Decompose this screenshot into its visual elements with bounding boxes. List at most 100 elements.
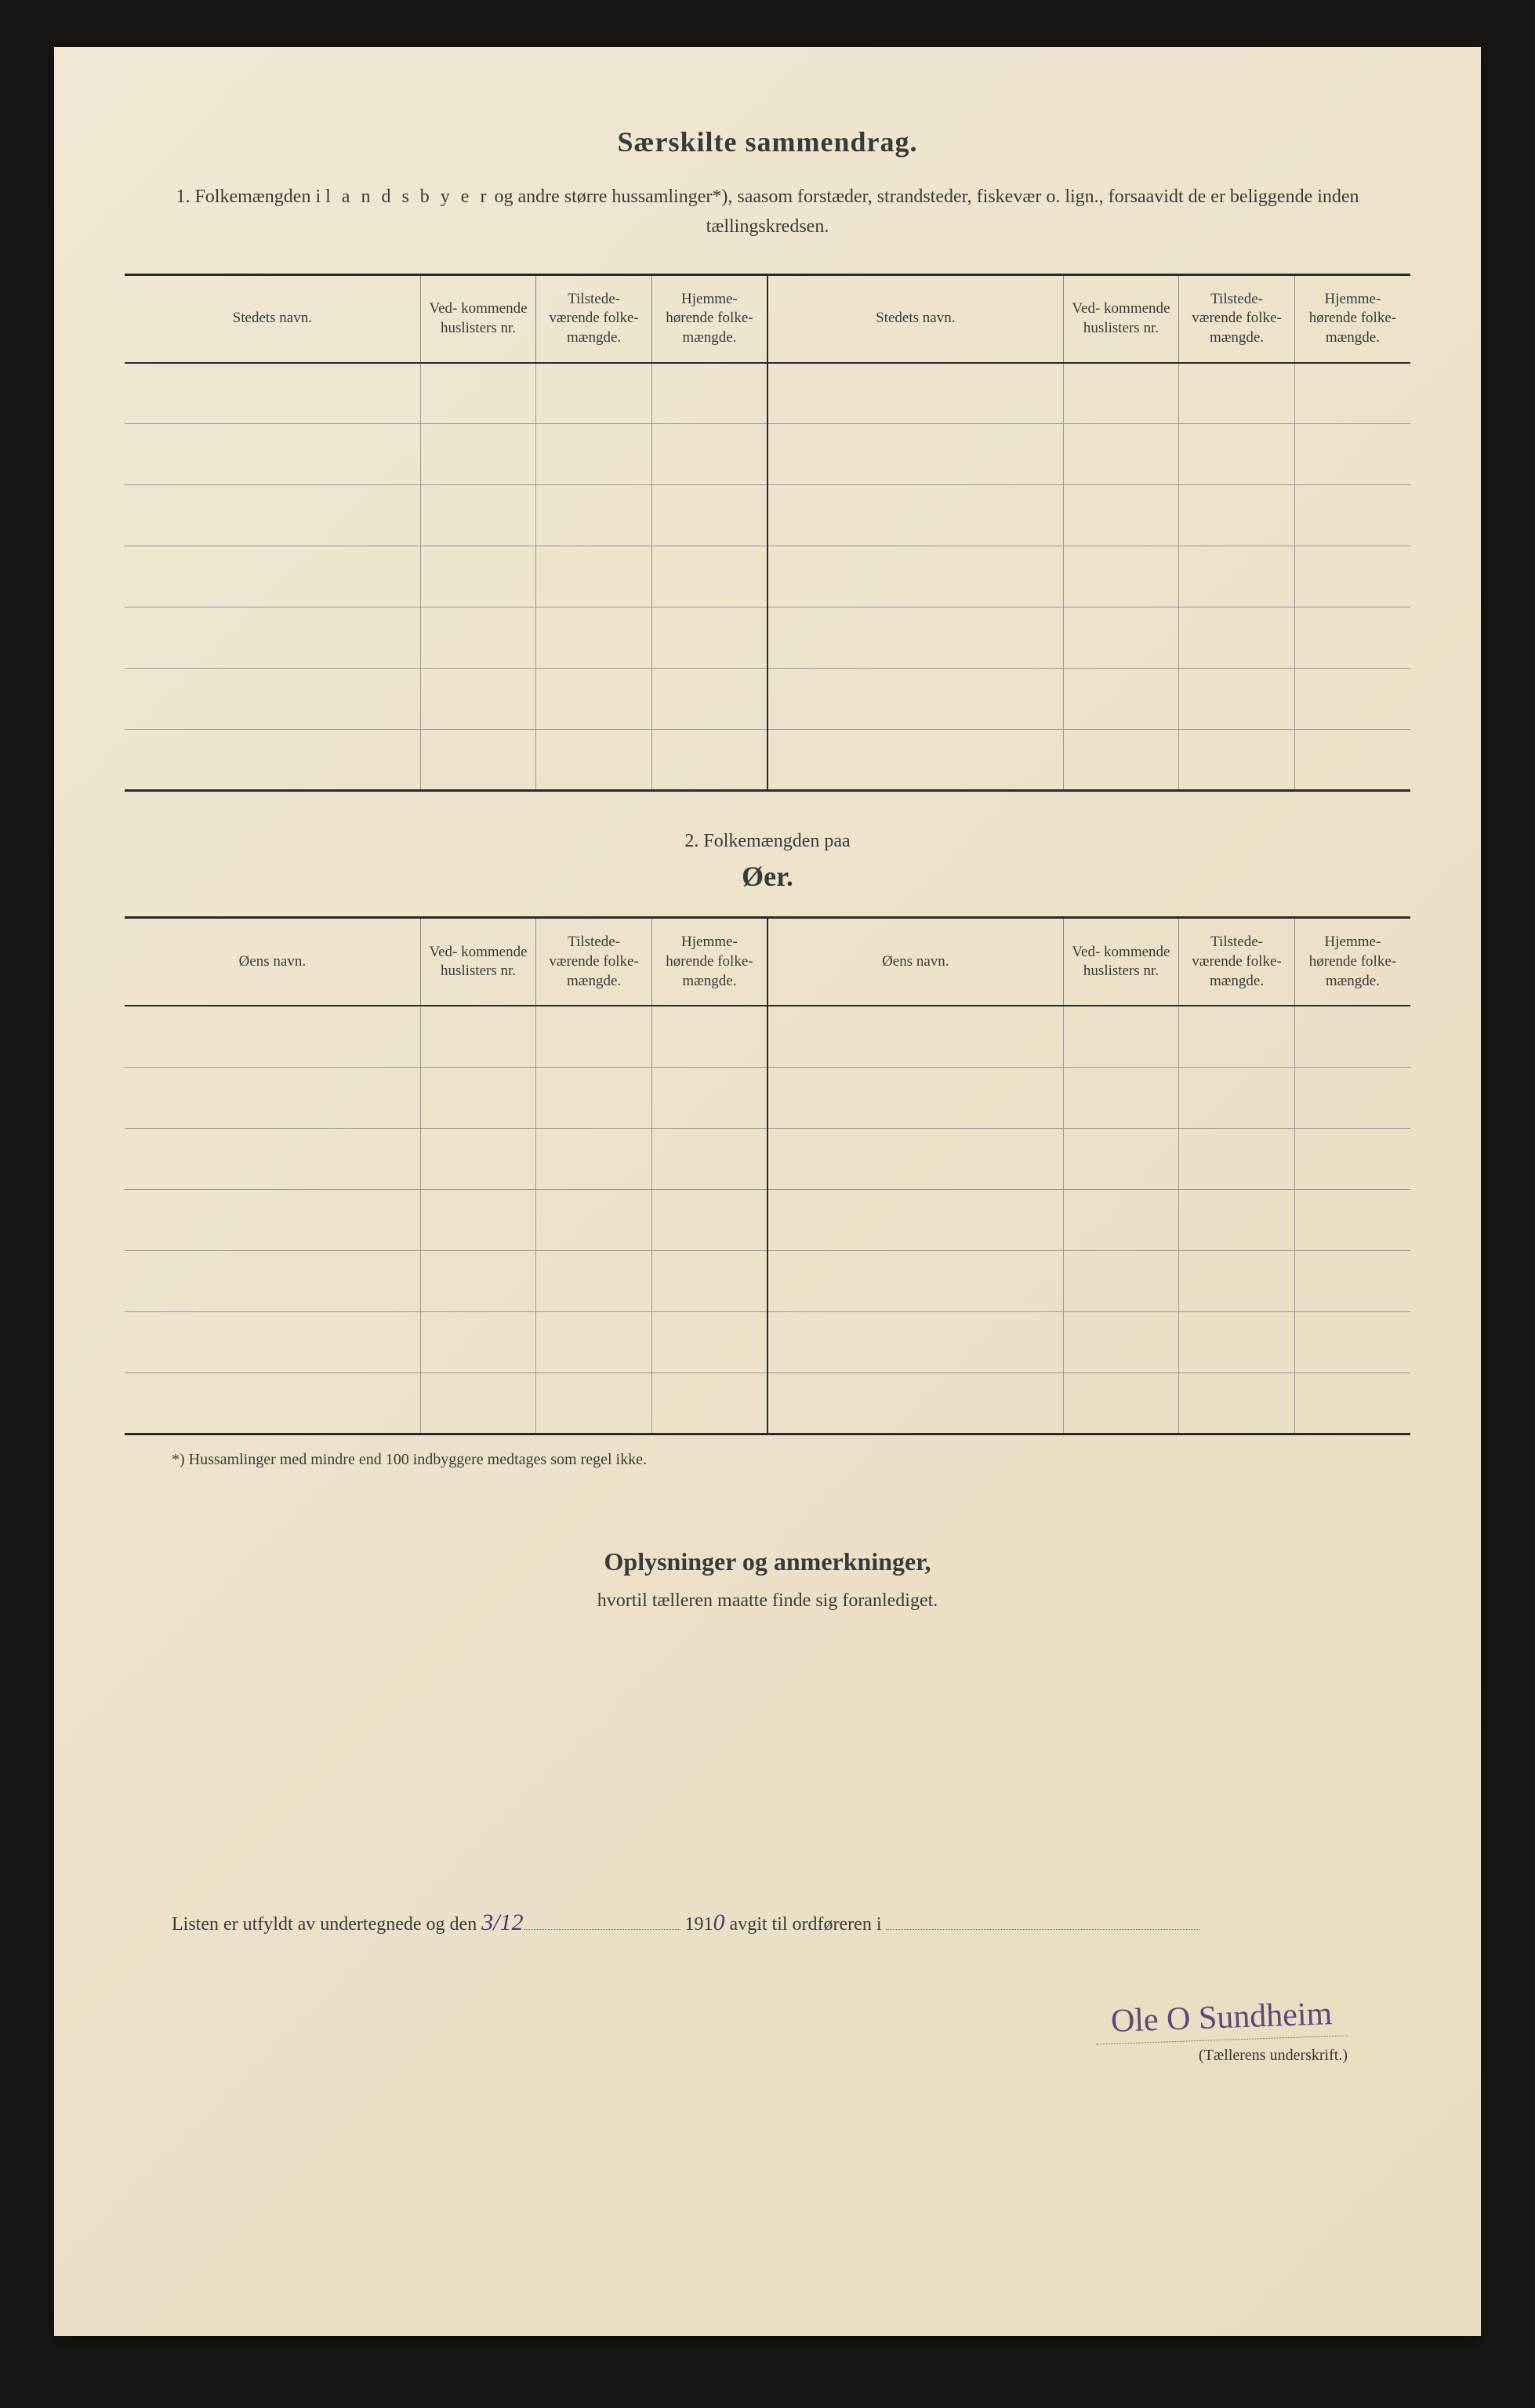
table-row <box>125 424 1410 485</box>
table-row <box>125 1128 1410 1189</box>
table-cell <box>1179 546 1295 607</box>
table-cell <box>536 669 652 730</box>
th-ohjemme-1: Hjemme- hørende folke- mængde. <box>651 918 768 1006</box>
table-cell <box>1063 424 1179 485</box>
footer-date: 3/12 <box>481 1909 523 1935</box>
dotted-spacer <box>524 1929 680 1930</box>
table-cell <box>125 546 420 607</box>
table-cell <box>536 485 652 546</box>
table-cell <box>651 424 768 485</box>
table-cell <box>536 1128 652 1189</box>
th-hjemme-1: Hjemme- hørende folke- mængde. <box>651 274 768 363</box>
table-cell <box>420 1128 536 1189</box>
table-cell <box>1179 1189 1295 1250</box>
table-cell <box>768 424 1063 485</box>
table-cell <box>1294 1311 1410 1373</box>
th-oname-1: Øens navn. <box>125 918 420 1006</box>
footer-prefix: Listen er utfyldt av undertegnede og den <box>172 1914 481 1935</box>
table-cell <box>536 1311 652 1373</box>
table-header-row: Stedets navn. Ved- kommende huslisters n… <box>125 274 1410 363</box>
th-otilstede-1: Tilstede- værende folke- mængde. <box>536 918 652 1006</box>
table-cell <box>768 546 1063 607</box>
th-oname-2: Øens navn. <box>768 918 1063 1006</box>
table-cell <box>1063 1128 1179 1189</box>
table-cell <box>1063 607 1179 669</box>
table-cell <box>768 607 1063 669</box>
intro-paragraph: 1. Folkemængden i l a n d s b y e r og a… <box>125 182 1410 242</box>
table-cell <box>1179 1067 1295 1128</box>
table-cell <box>768 1128 1063 1189</box>
table-row <box>125 1189 1410 1250</box>
table-cell <box>536 1006 652 1067</box>
table-cell <box>1179 1128 1295 1189</box>
table-row <box>125 1067 1410 1128</box>
table-row <box>125 669 1410 730</box>
table-cell <box>651 1067 768 1128</box>
intro-spaced-word: l a n d s b y e r <box>325 187 489 207</box>
signature: Ole O Sundheim <box>1094 1994 1348 2044</box>
th-tilstede-2: Tilstede- værende folke- mængde. <box>1179 274 1295 363</box>
table-cell <box>1179 424 1295 485</box>
remarks-title: Oplysninger og anmerkninger, <box>125 1547 1410 1576</box>
table-cell <box>1179 1250 1295 1311</box>
table-cell <box>1294 1373 1410 1434</box>
table-cell <box>651 363 768 424</box>
table-cell <box>1294 1128 1410 1189</box>
table-cell <box>536 546 652 607</box>
intro-prefix: 1. Folkemængden i <box>176 187 325 207</box>
table-cell <box>768 1189 1063 1250</box>
table-cell <box>1063 546 1179 607</box>
table2-body <box>125 1006 1410 1434</box>
table-cell <box>1294 424 1410 485</box>
table-cell <box>1063 1006 1179 1067</box>
table-cell <box>420 1250 536 1311</box>
table-cell <box>1294 1067 1410 1128</box>
table-cell <box>536 607 652 669</box>
table-cell <box>420 485 536 546</box>
table-cell <box>651 1250 768 1311</box>
table-row <box>125 546 1410 607</box>
table-cell <box>125 1373 420 1434</box>
table-cell <box>536 1250 652 1311</box>
table-cell <box>536 730 652 791</box>
table-cell <box>1294 546 1410 607</box>
table-cell <box>1179 363 1295 424</box>
th-ohuslister-2: Ved- kommende huslisters nr. <box>1063 918 1179 1006</box>
th-huslister-1: Ved- kommende huslisters nr. <box>420 274 536 363</box>
table-cell <box>1063 669 1179 730</box>
table-cell <box>536 1067 652 1128</box>
table-cell <box>420 669 536 730</box>
footer-mid: 191 <box>680 1914 713 1935</box>
table-row <box>125 363 1410 424</box>
table-cell <box>651 607 768 669</box>
table-cell <box>1063 485 1179 546</box>
table-cell <box>1294 1006 1410 1067</box>
footer-suffix: avgit til ordføreren i <box>725 1914 887 1935</box>
signature-label: (Tællerens underskrift.) <box>125 2047 1348 2065</box>
table-cell <box>1179 1006 1295 1067</box>
table-cell <box>651 546 768 607</box>
table-cell <box>420 1067 536 1128</box>
table-cell <box>1179 730 1295 791</box>
intro-suffix: og andre større hussamlinger*), saasom f… <box>489 187 1359 237</box>
th-name-2: Stedets navn. <box>768 274 1063 363</box>
table-row <box>125 730 1410 791</box>
table-cell <box>768 1067 1063 1128</box>
table-cell <box>1063 1311 1179 1373</box>
table-cell <box>1179 607 1295 669</box>
table-row <box>125 607 1410 669</box>
table-cell <box>1294 669 1410 730</box>
table-oer: Øens navn. Ved- kommende huslisters nr. … <box>125 916 1410 1435</box>
table-cell <box>536 1189 652 1250</box>
table-cell <box>1063 1250 1179 1311</box>
table-cell <box>1294 1189 1410 1250</box>
signature-block: Ole O Sundheim (Tællerens underskrift.) <box>125 1999 1410 2065</box>
table-cell <box>651 730 768 791</box>
table-cell <box>1063 1373 1179 1434</box>
table-cell <box>420 1311 536 1373</box>
table-cell <box>536 363 652 424</box>
th-ohjemme-2: Hjemme- hørende folke- mængde. <box>1294 918 1410 1006</box>
table-cell <box>1294 485 1410 546</box>
document-page: Særskilte sammendrag. 1. Folkemængden i … <box>54 47 1481 2336</box>
table-cell <box>125 1006 420 1067</box>
